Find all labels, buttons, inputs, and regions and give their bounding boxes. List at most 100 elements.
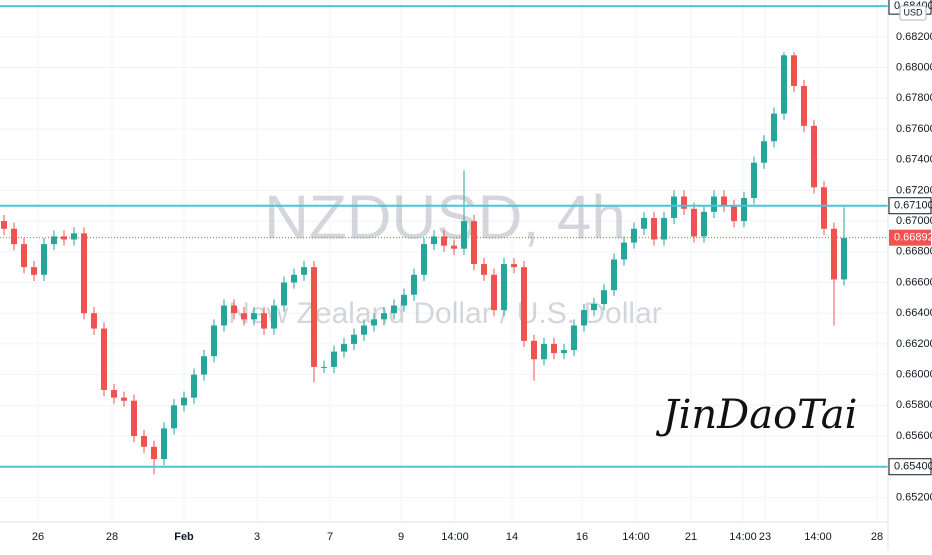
- candle-body: [771, 113, 777, 142]
- plot: [0, 5, 888, 475]
- candle-body: [611, 259, 617, 291]
- currency-badge: [899, 5, 927, 21]
- candle-body: [521, 267, 527, 341]
- x-tick-label: 21: [685, 531, 697, 543]
- candle-body: [631, 228, 637, 243]
- candle-body: [391, 305, 397, 314]
- candle-body: [721, 196, 727, 206]
- candle-body: [711, 196, 717, 212]
- candle-body: [311, 267, 317, 367]
- candle-body: [641, 218, 647, 229]
- y-tick-label: 0.67200: [896, 184, 932, 196]
- candle-body: [161, 428, 167, 460]
- x-tick-label: Feb: [174, 531, 194, 543]
- candle-body: [211, 325, 217, 357]
- candle-body: [551, 343, 557, 354]
- level-badge: [888, 458, 932, 476]
- x-tick-label: 14: [506, 531, 518, 543]
- x-tick-label: 26: [32, 531, 44, 543]
- y-tick-label: 0.65600: [896, 430, 932, 442]
- candle-body: [731, 205, 737, 222]
- candle-body: [651, 218, 657, 240]
- candle-body: [301, 267, 307, 275]
- candle-body: [371, 319, 377, 326]
- candle-body: [831, 228, 837, 280]
- candle-body: [271, 305, 277, 329]
- x-tick-label: 16: [576, 531, 588, 543]
- candle-body: [531, 340, 537, 360]
- candle-body: [71, 233, 77, 240]
- candle-body: [261, 313, 267, 329]
- candle-body: [291, 274, 297, 283]
- candle-body: [811, 125, 817, 188]
- x-tick-label: 14:00: [441, 531, 469, 543]
- candle-body: [341, 343, 347, 352]
- grid: [0, 0, 888, 522]
- candle-body: [691, 208, 697, 237]
- y-tick-label: 0.67400: [896, 154, 932, 166]
- candle-body: [81, 233, 87, 314]
- candle-body: [791, 55, 797, 86]
- x-tick-label: 3: [254, 531, 260, 543]
- y-tick-label: 0.66400: [896, 307, 932, 319]
- candle-body: [441, 236, 447, 246]
- candle-body: [411, 274, 417, 295]
- candle-body: [381, 313, 387, 320]
- candle-body: [191, 374, 197, 398]
- candle-body: [741, 198, 747, 222]
- candle-body: [511, 264, 517, 268]
- candle-body: [121, 397, 127, 401]
- candle-body: [11, 228, 17, 245]
- candle-body: [671, 196, 677, 219]
- candle-body: [421, 244, 427, 275]
- candle-body: [481, 264, 487, 275]
- level-label: 0.65400: [894, 461, 932, 473]
- candle-body: [241, 313, 247, 320]
- candle-body: [491, 274, 497, 311]
- x-tick-label: 28: [871, 531, 883, 543]
- candle-body: [451, 245, 457, 249]
- candle-body: [231, 305, 237, 314]
- x-tick-label: 14:00: [804, 531, 832, 543]
- candle-body: [681, 196, 687, 209]
- level-label: 0.67100: [894, 200, 932, 212]
- candle-body: [581, 310, 587, 326]
- candle-body: [31, 267, 37, 275]
- candle-body: [801, 85, 807, 126]
- y-tick-label: 0.67600: [896, 123, 932, 135]
- candle-body: [91, 313, 97, 329]
- signature: JinDaoTai: [656, 392, 858, 438]
- candle-body: [321, 366, 327, 368]
- y-tick-label: 0.68000: [896, 61, 932, 73]
- candle-body: [221, 305, 227, 326]
- candle-body: [171, 405, 177, 429]
- y-tick-label: 0.66600: [896, 276, 932, 288]
- candle-body: [331, 351, 337, 367]
- candle-body: [541, 343, 547, 360]
- last-price-label: 0.66892: [894, 232, 932, 244]
- level-badge: [888, 197, 932, 215]
- candle-body: [821, 187, 827, 229]
- candle-body: [471, 221, 477, 265]
- candle-body: [101, 328, 107, 390]
- candle-body: [281, 282, 287, 306]
- candle-body: [761, 141, 767, 163]
- candle-body: [501, 264, 507, 311]
- candle-body: [21, 244, 27, 268]
- candle-body: [201, 356, 207, 375]
- candle-body: [701, 211, 707, 237]
- currency: USD: [903, 7, 923, 17]
- candle-body: [461, 221, 467, 249]
- y-tick-label: 0.65200: [896, 491, 932, 503]
- candle-body: [111, 389, 117, 398]
- last-price-badge: [889, 229, 931, 246]
- y-tick-label: 0.65800: [896, 399, 932, 411]
- candle-body: [1, 221, 7, 229]
- candle-body: [131, 400, 137, 437]
- candle-body: [571, 325, 577, 351]
- candle-body: [251, 313, 257, 320]
- candle-body: [141, 436, 147, 447]
- candle-body: [561, 350, 567, 354]
- y-tick-label: 0.66000: [896, 369, 932, 381]
